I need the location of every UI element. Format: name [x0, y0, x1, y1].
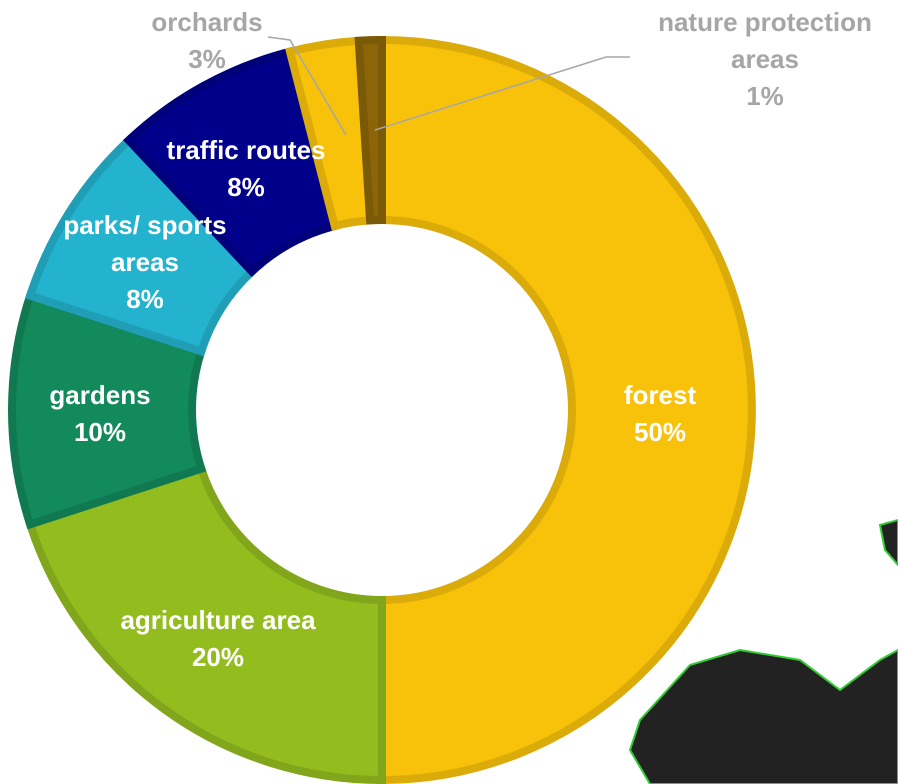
slice-label: forest 50% [560, 377, 760, 451]
slices [8, 35, 756, 784]
leader-line [267, 36, 347, 136]
slice-label: gardens 10% [0, 377, 200, 451]
value-label: 50% [633, 416, 687, 447]
slice-label: orchards 3% [107, 4, 307, 78]
category-name: parks/ sports areas [63, 209, 227, 277]
slice-label: traffic routes 8% [136, 132, 356, 206]
slice [354, 35, 386, 225]
category-name: forest [623, 379, 697, 410]
slice [25, 463, 386, 784]
value-label: 1% [746, 80, 784, 111]
slice-label: agriculture area 20% [68, 602, 368, 676]
category-name: nature protection areas [658, 6, 872, 74]
category-name: orchards [151, 6, 263, 37]
value-label: 20% [191, 641, 245, 672]
value-label: 8% [227, 171, 265, 202]
slice-label: parks/ sports areas 8% [40, 207, 250, 318]
leader-line [374, 56, 630, 131]
map-thumbnail [628, 518, 898, 784]
value-label: 10% [73, 416, 127, 447]
value-label: 8% [126, 283, 164, 314]
category-name: gardens [49, 379, 151, 410]
slice [378, 35, 756, 784]
value-label: 3% [188, 43, 226, 74]
slice-label: nature protection areas 1% [632, 4, 898, 115]
category-name: traffic routes [166, 134, 326, 165]
category-name: agriculture area [120, 604, 316, 635]
